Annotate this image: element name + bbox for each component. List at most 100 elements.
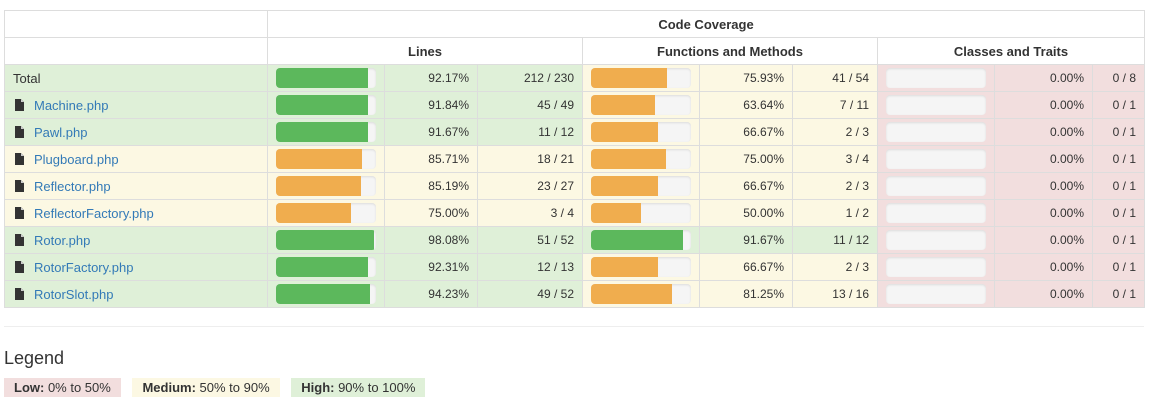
file-link[interactable]: RotorFactory.php — [34, 259, 134, 275]
file-link[interactable]: Reflector.php — [34, 178, 111, 194]
table-row: Reflector.php 85.19% 23 / 27 66.67% 2 / 3 0.0… — [4, 172, 1146, 200]
legend-medium: Medium: 50% to 90% — [132, 378, 280, 397]
classes-bar-cell — [877, 118, 995, 146]
coverage-rows: Total 92.17% 212 / 230 75.93% 41 / 54 0.00% 0 … — [4, 64, 1146, 308]
lines-count: 23 / 27 — [477, 172, 583, 200]
classes-progress-bar — [886, 176, 986, 196]
lines-count: 12 / 13 — [477, 253, 583, 281]
classes-bar-cell — [877, 253, 995, 281]
lines-bar-cell — [267, 145, 385, 173]
functions-count: 2 / 3 — [792, 253, 878, 281]
file-name-cell: Rotor.php — [4, 226, 268, 254]
functions-bar-cell — [582, 253, 700, 281]
legend-low: Low: 0% to 50% — [4, 378, 121, 397]
functions-count: 13 / 16 — [792, 280, 878, 308]
classes-percent: 0.00% — [994, 64, 1093, 92]
lines-progress-fill — [276, 176, 362, 196]
classes-bar-cell — [877, 91, 995, 119]
lines-bar-cell — [267, 253, 385, 281]
functions-percent: 66.67% — [699, 172, 793, 200]
functions-percent: 66.67% — [699, 118, 793, 146]
classes-progress-bar — [886, 203, 986, 223]
lines-progress-fill — [276, 230, 375, 250]
file-icon — [15, 98, 24, 111]
classes-percent: 0.00% — [994, 145, 1093, 173]
coverage-table: Code Coverage Lines Functions and Method… — [4, 10, 1146, 308]
functions-percent: 91.67% — [699, 226, 793, 254]
lines-progress-bar — [276, 203, 376, 223]
classes-progress-bar — [886, 95, 986, 115]
classes-percent: 0.00% — [994, 172, 1093, 200]
functions-count: 2 / 3 — [792, 172, 878, 200]
lines-progress-bar — [276, 122, 376, 142]
lines-progress-bar — [276, 257, 376, 277]
file-name-cell: Plugboard.php — [4, 145, 268, 173]
classes-progress-bar — [886, 149, 986, 169]
functions-bar-cell — [582, 64, 700, 92]
lines-bar-cell — [267, 280, 385, 308]
legend-low-range: 0% to 50% — [44, 380, 111, 395]
functions-progress-fill — [591, 176, 658, 196]
functions-progress-bar — [591, 230, 691, 250]
functions-bar-cell — [582, 199, 700, 227]
file-name-cell: Pawl.php — [4, 118, 268, 146]
functions-progress-fill — [591, 68, 667, 88]
lines-count: 18 / 21 — [477, 145, 583, 173]
functions-bar-cell — [582, 226, 700, 254]
header-classes: Classes and Traits — [876, 37, 1146, 65]
lines-percent: 85.19% — [384, 172, 478, 200]
lines-count: 212 / 230 — [477, 64, 583, 92]
classes-count: 0 / 1 — [1091, 253, 1146, 281]
lines-count: 3 / 4 — [477, 199, 583, 227]
file-icon — [15, 260, 24, 273]
header-code-coverage: Code Coverage — [266, 10, 1146, 38]
lines-progress-fill — [276, 149, 362, 169]
file-icon — [15, 287, 24, 300]
classes-count: 0 / 1 — [1091, 172, 1146, 200]
legend-medium-label: Medium: — [142, 380, 196, 395]
file-icon — [15, 179, 24, 192]
functions-percent: 75.93% — [699, 64, 793, 92]
file-link[interactable]: RotorSlot.php — [34, 286, 114, 302]
file-link[interactable]: ReflectorFactory.php — [34, 205, 154, 221]
file-link[interactable]: Pawl.php — [34, 124, 88, 140]
file-link[interactable]: Machine.php — [34, 97, 109, 113]
file-link[interactable]: Plugboard.php — [34, 151, 119, 167]
lines-count: 11 / 12 — [477, 118, 583, 146]
header-functions: Functions and Methods — [582, 37, 878, 65]
functions-progress-bar — [591, 95, 691, 115]
classes-bar-cell — [877, 226, 995, 254]
functions-progress-fill — [591, 284, 673, 304]
file-link[interactable]: Rotor.php — [34, 232, 91, 248]
table-row: Rotor.php 98.08% 51 / 52 91.67% 11 / 12 0.00%… — [4, 226, 1146, 254]
functions-count: 2 / 3 — [792, 118, 878, 146]
functions-bar-cell — [582, 172, 700, 200]
functions-progress-bar — [591, 176, 691, 196]
lines-bar-cell — [267, 226, 385, 254]
lines-progress-fill — [276, 203, 351, 223]
lines-progress-bar — [276, 230, 376, 250]
functions-progress-fill — [591, 149, 666, 169]
header-lines: Lines — [267, 37, 583, 65]
lines-percent: 75.00% — [384, 199, 478, 227]
lines-progress-bar — [276, 284, 376, 304]
functions-progress-fill — [591, 257, 658, 277]
classes-progress-bar — [886, 68, 986, 88]
functions-count: 7 / 11 — [792, 91, 878, 119]
classes-count: 0 / 1 — [1091, 280, 1146, 308]
lines-progress-fill — [276, 95, 368, 115]
lines-percent: 92.31% — [384, 253, 478, 281]
classes-percent: 0.00% — [994, 91, 1093, 119]
legend-high: High: 90% to 100% — [291, 378, 426, 397]
classes-count: 0 / 1 — [1091, 199, 1146, 227]
functions-bar-cell — [582, 118, 700, 146]
functions-percent: 75.00% — [699, 145, 793, 173]
lines-percent: 92.17% — [384, 64, 478, 92]
file-icon — [15, 233, 24, 246]
classes-bar-cell — [877, 199, 995, 227]
functions-bar-cell — [582, 280, 700, 308]
classes-count: 0 / 8 — [1091, 64, 1146, 92]
functions-progress-fill — [591, 95, 655, 115]
classes-bar-cell — [877, 145, 995, 173]
table-row: Pawl.php 91.67% 11 / 12 66.67% 2 / 3 0.00% 0 /… — [4, 118, 1146, 146]
